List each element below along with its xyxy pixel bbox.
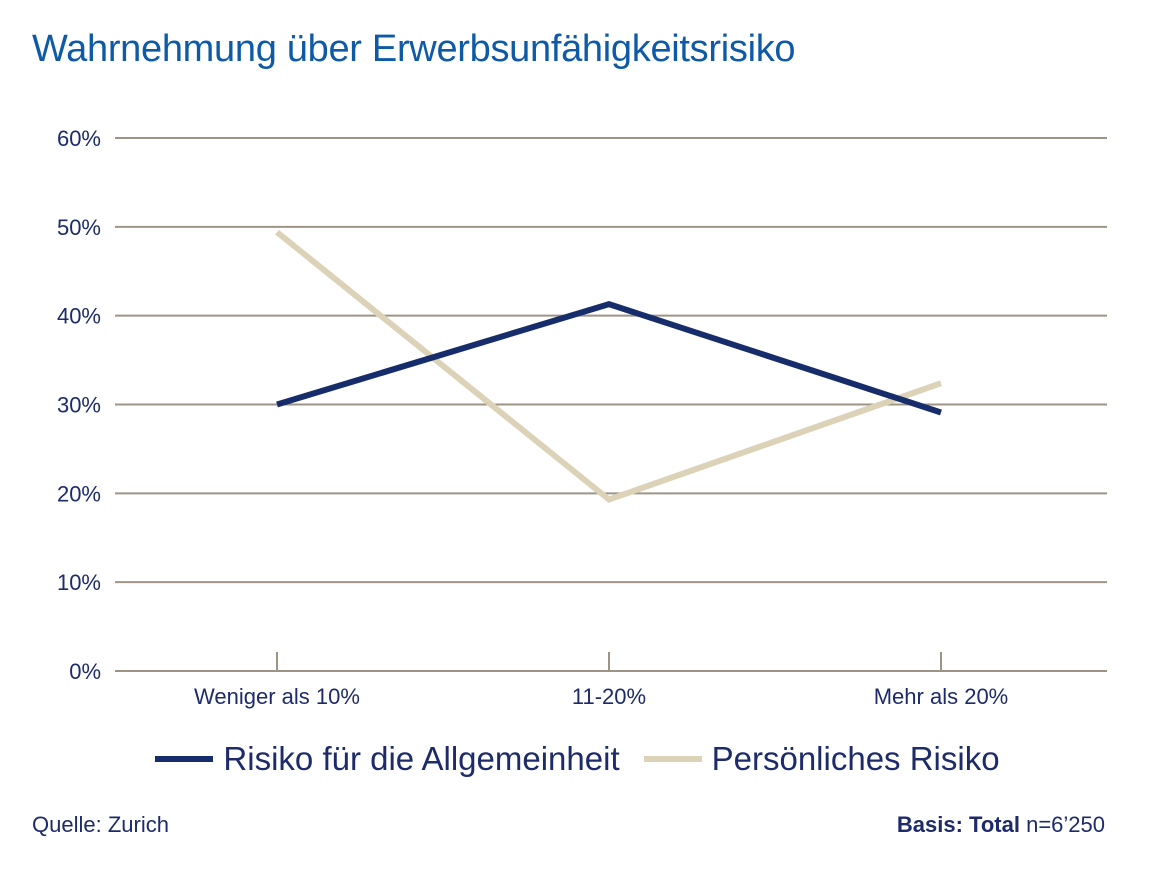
x-tick-label: 11-20% — [572, 684, 646, 709]
y-axis-tick-labels: 0% 10% 20% 30% 40% 50% 60% — [57, 126, 101, 684]
series-line-1 — [276, 300, 942, 416]
series-lines — [275, 229, 942, 503]
legend-swatch-series-1 — [155, 756, 214, 762]
y-tick-label: 10% — [57, 570, 101, 595]
basis-value: n=6’250 — [1026, 812, 1105, 837]
source-note: Quelle: Zurich — [32, 812, 169, 837]
basis-note: Basis: Total n=6’250 — [897, 812, 1105, 838]
x-axis-tick-labels: Weniger als 10% 11-20% Mehr als 20% — [194, 684, 1008, 709]
y-tick-label: 60% — [57, 126, 101, 151]
legend: Risiko für die Allgemeinheit Persönliche… — [0, 740, 1155, 778]
legend-label-series-2: Persönliches Risiko — [711, 740, 1000, 777]
line-chart: 0% 10% 20% 30% 40% 50% 60% Weniger als 10% 11-2… — [57, 126, 1107, 709]
legend-item-series-2: Persönliches Risiko — [643, 740, 1000, 778]
chart-title: Wahrnehmung über Erwerbsunfähigkeitsrisi… — [32, 28, 796, 70]
legend-swatch-series-2 — [643, 756, 702, 762]
basis-label: Basis: Total — [896, 812, 1020, 837]
grid-lines — [115, 137, 1107, 672]
x-tick-label: Weniger als 10% — [194, 684, 360, 709]
series-line-2 — [275, 229, 942, 503]
x-tick-label: Mehr als 20% — [874, 684, 1009, 709]
y-tick-label: 50% — [57, 215, 101, 240]
y-tick-label: 30% — [57, 393, 101, 418]
legend-item-series-1: Risiko für die Allgemeinheit — [155, 740, 620, 778]
y-tick-label: 40% — [57, 304, 101, 329]
y-tick-label: 0% — [69, 659, 101, 684]
y-tick-label: 20% — [57, 481, 101, 506]
legend-label-series-1: Risiko für die Allgemeinheit — [223, 740, 620, 777]
